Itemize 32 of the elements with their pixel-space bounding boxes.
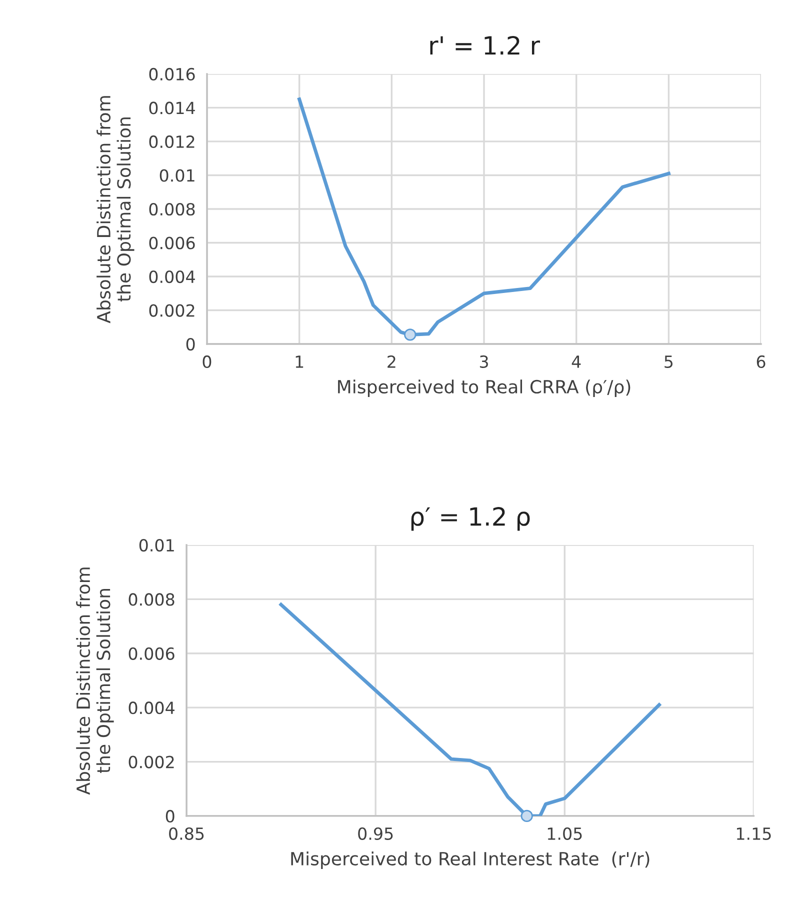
y-tick-label: 0.01 xyxy=(139,538,174,552)
x-tick-label: 0.95 xyxy=(358,827,393,840)
x-axis-title: Misperceived to Real Interest Rate (r'/r) xyxy=(291,852,650,870)
x-tick-label: 4 xyxy=(572,356,581,368)
y-axis-title: Absolute Distinction from the Optimal Solution xyxy=(96,96,134,324)
y-tick-label: 0.004 xyxy=(128,702,174,714)
x-tick-label: 0.85 xyxy=(169,827,204,840)
y-tick-label: 0.004 xyxy=(149,270,195,284)
y-tick-label: 0 xyxy=(186,338,195,351)
y-tick-label: 0.002 xyxy=(128,756,174,768)
y-tick-label: 0.014 xyxy=(149,102,195,114)
y-tick-label: 0.01 xyxy=(160,169,194,182)
y-tick-label: 0.008 xyxy=(128,593,174,606)
x-tick-label: 3 xyxy=(480,355,488,368)
y-tick-label: 0 xyxy=(166,810,174,823)
y-tick-label: 0.016 xyxy=(149,68,195,81)
x-tick-label: 0 xyxy=(202,355,212,368)
x-tick-label: 1.05 xyxy=(548,827,582,840)
x-tick-label: 5 xyxy=(664,356,673,368)
y-tick-label: 0.008 xyxy=(149,202,195,216)
x-tick-label: 1.15 xyxy=(736,828,771,840)
y-tick-label: 0.002 xyxy=(149,304,194,317)
chart-title: r' = 1.2 r xyxy=(430,36,540,55)
y-tick-label: 0.006 xyxy=(128,647,174,660)
chart-title: ρ′ = 1.2 ρ xyxy=(411,507,530,531)
x-tick-label: 1 xyxy=(296,356,304,368)
x-tick-label: 6 xyxy=(756,355,766,368)
x-axis-title: Misperceived to Real CRRA (ρ′/ρ) xyxy=(338,380,630,398)
y-axis-title: Absolute Distinction from the Optimal Solution xyxy=(76,568,114,795)
x-tick-label: 2 xyxy=(388,355,396,368)
y-tick-label: 0.012 xyxy=(149,135,194,148)
y-tick-label: 0.006 xyxy=(149,236,195,250)
